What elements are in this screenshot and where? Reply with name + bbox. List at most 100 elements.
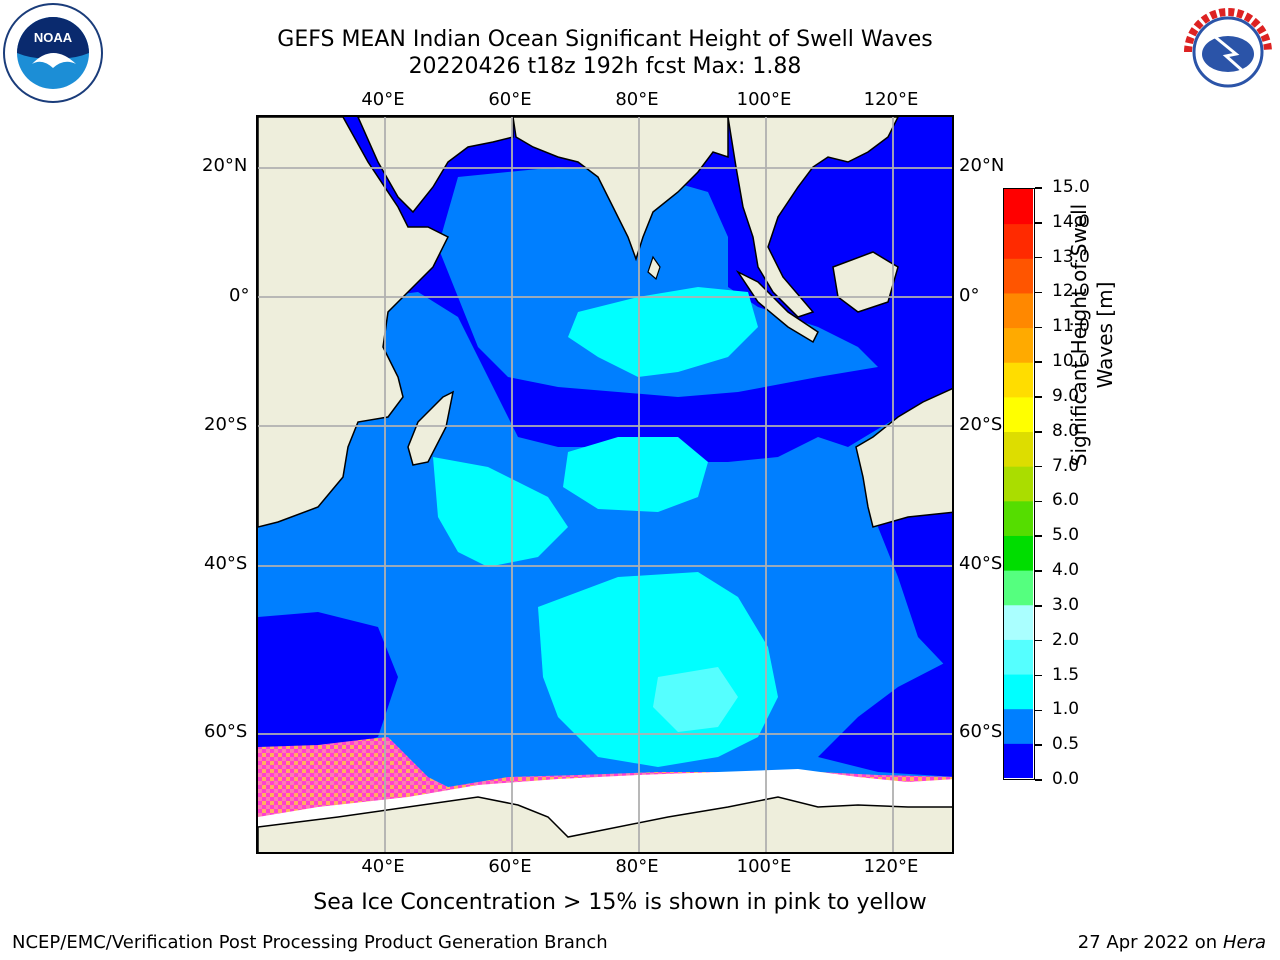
colorbar-tick-mark [1035, 709, 1042, 712]
colorbar-tick-mark [1035, 326, 1042, 329]
colorbar-tick-label: 12.0 [1052, 281, 1090, 302]
lon-label-bottom-120e: 120°E [863, 856, 919, 877]
map-canvas [258, 117, 952, 852]
colorbar-tick-mark [1035, 291, 1042, 294]
lat-label-left-60s: 60°S [204, 721, 248, 742]
colorbar-tick-mark [1035, 639, 1042, 642]
colorbar-tick-mark [1035, 500, 1042, 503]
colorbar-tick-label: 0.0 [1052, 769, 1080, 789]
lat-label-right-60s: 60°S [959, 721, 1003, 742]
lat-label-left-20s: 20°S [204, 414, 248, 435]
colorbar-tick-mark [1035, 222, 1042, 224]
colorbar-tick-mark [1035, 431, 1042, 433]
colorbar-tick-mark [1035, 361, 1042, 363]
colorbar-tick-label: 9.0 [1052, 385, 1080, 406]
lon-label-bottom-80e: 80°E [615, 856, 659, 877]
lon-label-top-80e: 80°E [615, 89, 659, 110]
colorbar-swatch [1004, 396, 1033, 433]
colorbar-tick-label: 4.0 [1052, 560, 1080, 581]
lon-label-top-100e: 100°E [736, 89, 792, 110]
southeast-asia-land [727, 117, 899, 318]
colorbar-tick-mark [1035, 674, 1042, 677]
colorbar [1003, 188, 1035, 780]
arabia-land [357, 117, 514, 214]
sumatra-land [735, 270, 819, 344]
colorbar-label: Significant Height of Swell Waves [m] [1067, 203, 1117, 467]
colorbar-tick-mark [1035, 605, 1042, 607]
colorbar-tick-mark [1035, 465, 1042, 468]
lat-label-right-40s: 40°S [959, 553, 1003, 574]
colorbar-swatch [1004, 535, 1033, 571]
colorbar-swatch [1004, 223, 1033, 259]
graticule [258, 117, 952, 852]
lat-label-left-40s: 40°S [204, 553, 248, 574]
lat-label-right-0: 0° [959, 285, 980, 306]
antarctica-land [258, 796, 952, 852]
chart-title: GEFS MEAN Indian Ocean Significant Heigh… [277, 27, 933, 52]
colorbar-swatch [1004, 362, 1033, 398]
colorbar-swatch [1004, 431, 1033, 467]
colorbar-tick-mark [1035, 779, 1042, 781]
sri-lanka-land [647, 255, 661, 281]
india-land [512, 117, 729, 262]
australia-land [855, 387, 952, 528]
colorbar-swatch [1004, 639, 1033, 675]
footer-host: Hera [1222, 932, 1266, 953]
lon-label-bottom-40e: 40°E [361, 856, 405, 877]
lat-label-right-20n: 20°N [959, 155, 1005, 176]
colorbar-tick-label: 8.0 [1052, 420, 1080, 441]
colorbar-swatch [1004, 674, 1033, 710]
colorbar-tick-label: 10.0 [1052, 351, 1090, 372]
swell-low-southeast [818, 659, 952, 777]
colorbar-tick-label: 1.0 [1052, 699, 1080, 720]
swell-cyan-west [433, 457, 568, 567]
colorbar-swatch [1004, 500, 1033, 536]
colorbar-tick-label: 15.0 [1052, 177, 1090, 197]
colorbar-swatch [1004, 327, 1033, 363]
colorbar-swatch [1004, 570, 1033, 606]
colorbar-tick-mark [1035, 256, 1042, 259]
colorbar-swatch [1004, 292, 1033, 329]
colorbar-swatch [1004, 604, 1033, 640]
colorbar-tick-mark [1035, 535, 1042, 537]
colorbar-tick-label: 13.0 [1052, 246, 1090, 267]
colorbar-tick-label: 2.0 [1052, 629, 1080, 650]
footer-credit: NCEP/EMC/Verification Post Processing Pr… [12, 932, 608, 953]
colorbar-tick-mark [1035, 744, 1042, 746]
colorbar-tick-mark [1035, 187, 1042, 189]
colorbar-swatch [1004, 708, 1033, 744]
lon-label-bottom-100e: 100°E [736, 856, 792, 877]
colorbar-tick-mark [1035, 570, 1042, 572]
swell-cyan-central [563, 437, 708, 512]
africa-land [258, 117, 450, 528]
colorbar-tick-label: 3.0 [1052, 594, 1080, 615]
colorbar-tick-label: 14.0 [1052, 211, 1090, 232]
footer-date-text: 27 Apr 2022 on [1077, 932, 1218, 953]
lon-label-top-60e: 60°E [488, 89, 532, 110]
noaa-logo: NOAA [2, 2, 104, 104]
chart-subtitle: 20220426 t18z 192h fcst Max: 1.88 [408, 54, 802, 79]
swell-mid-north [438, 167, 878, 397]
colorbar-swatch [1004, 743, 1033, 779]
swell-light-cyan-south [653, 667, 738, 732]
footer-date: 27 Apr 2022 on Hera [1078, 932, 1266, 953]
colorbar-tick-label: 1.5 [1052, 664, 1080, 685]
colorbar-tick-label: 11.0 [1052, 316, 1090, 337]
lon-label-top-120e: 120°E [863, 89, 919, 110]
sea-ice-caption: Sea Ice Concentration > 15% is shown in … [313, 890, 927, 915]
colorbar-swatch [1004, 258, 1033, 294]
colorbar-tick-mark [1035, 396, 1042, 398]
swell-cyan-equatorial [568, 287, 758, 377]
colorbar-swatch [1004, 466, 1033, 502]
lon-label-bottom-60e: 60°E [488, 856, 532, 877]
colorbar-swatches [1004, 189, 1033, 779]
colorbar-tick-label: 5.0 [1052, 525, 1080, 546]
colorbar-tick-label: 7.0 [1052, 455, 1080, 476]
nws-logo [1178, 2, 1278, 102]
colorbar-tick-label: 0.5 [1052, 734, 1080, 755]
svg-text:NOAA: NOAA [34, 30, 73, 45]
lon-label-top-40e: 40°E [361, 89, 405, 110]
colorbar-swatch [1004, 189, 1033, 225]
swell-low-southwest [258, 612, 398, 757]
lat-label-right-20s: 20°S [959, 414, 1003, 435]
